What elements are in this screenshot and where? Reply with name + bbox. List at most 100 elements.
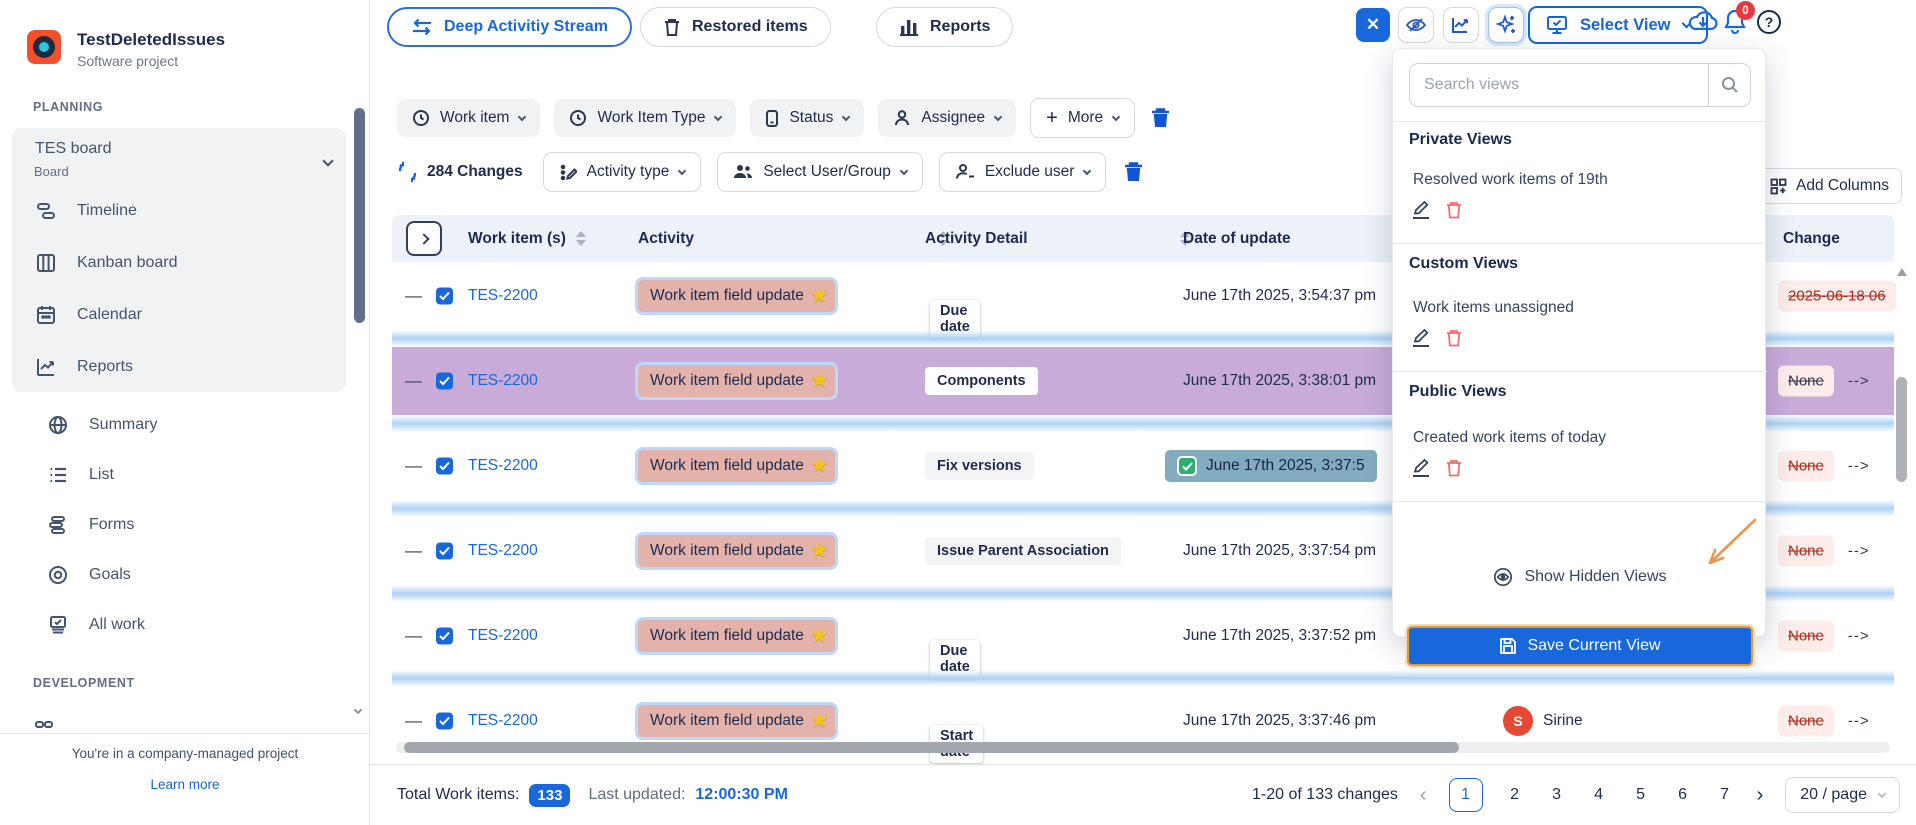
filter-select-user-group[interactable]: Select User/Group [717, 152, 923, 192]
clear-filters-button[interactable] [1149, 106, 1172, 130]
filter-work-item-type[interactable]: Work Item Type [554, 99, 736, 137]
board-title[interactable]: TES board [35, 140, 111, 158]
clear-activity-filters-button[interactable] [1122, 160, 1145, 184]
edit-view-button[interactable] [1413, 459, 1429, 477]
page-button-6[interactable]: 6 [1673, 786, 1693, 804]
views-search[interactable] [1409, 63, 1751, 107]
annotation-arrow [1695, 514, 1761, 574]
sidebar-item-kanban-board[interactable]: Kanban board [12, 238, 346, 288]
filter-status[interactable]: Status [750, 99, 864, 137]
sidebar-scrollbar-thumb[interactable] [354, 108, 365, 323]
close-button[interactable]: ✕ [1356, 8, 1390, 42]
work-item-link[interactable]: TES-2200 [468, 287, 538, 305]
sidebar-item-summary[interactable]: Summary [12, 400, 346, 450]
row-checkbox[interactable] [436, 288, 453, 305]
view-item-private[interactable]: Resolved work items of 19th [1413, 171, 1608, 189]
row-collapse-toggle[interactable]: — [405, 371, 422, 391]
hide-columns-button[interactable] [1398, 7, 1434, 43]
sidebar-item-all-work[interactable]: All work [12, 600, 346, 650]
page-button-7[interactable]: 7 [1715, 786, 1735, 804]
sidebar-item-timeline[interactable]: Timeline [12, 186, 346, 236]
filter-work-item[interactable]: Work item [397, 99, 540, 137]
row-checkbox[interactable] [436, 458, 453, 475]
scroll-down-icon[interactable] [355, 700, 361, 718]
column-header-date[interactable]: Date of update [1183, 230, 1291, 248]
horizontal-scrollbar-thumb[interactable] [404, 742, 1459, 753]
sidebar-item-partial[interactable] [33, 708, 55, 728]
sidebar-item-forms[interactable]: Forms [12, 500, 346, 550]
help-button[interactable]: ? [1756, 9, 1782, 35]
edit-view-button[interactable] [1413, 201, 1429, 219]
ai-views-button[interactable] [1488, 7, 1524, 43]
column-header-activity[interactable]: Activity [638, 230, 948, 248]
column-header-activity-detail[interactable]: Activity Detail [925, 230, 1190, 248]
search-input[interactable] [1410, 76, 1708, 94]
filter-more-button[interactable]: + More [1030, 98, 1135, 138]
filter-exclude-user[interactable]: Exclude user [939, 152, 1107, 192]
prev-page-button[interactable]: ‹ [1420, 785, 1427, 805]
last-updated-time: 12:00:30 PM [695, 786, 788, 804]
row-collapse-toggle[interactable]: — [405, 711, 422, 731]
view-item-public[interactable]: Created work items of today [1413, 429, 1606, 447]
row-collapse-toggle[interactable]: — [405, 541, 422, 561]
work-item-link[interactable]: TES-2200 [468, 627, 538, 645]
work-item-link[interactable]: TES-2200 [468, 457, 538, 475]
page-button-1[interactable]: 1 [1449, 778, 1483, 812]
delete-view-button[interactable] [1446, 201, 1462, 219]
work-item-link[interactable]: TES-2200 [468, 542, 538, 560]
work-item-link[interactable]: TES-2200 [468, 372, 538, 390]
save-current-view-button[interactable]: Save Current View [1407, 626, 1753, 666]
notifications-button[interactable]: 0 [1722, 8, 1748, 36]
sidebar-item-label: Kanban board [77, 254, 178, 272]
tab-restored-items[interactable]: Restored items [640, 7, 831, 47]
tab-deep-activity-stream[interactable]: Deep Activitiy Stream [387, 7, 632, 47]
scroll-up-icon[interactable] [1897, 268, 1907, 276]
page-button-5[interactable]: 5 [1631, 786, 1651, 804]
delete-view-button[interactable] [1446, 459, 1462, 477]
vertical-scrollbar[interactable] [1896, 262, 1908, 742]
delete-view-button[interactable] [1446, 329, 1462, 347]
pagination-range: 1-20 of 133 changes [1252, 786, 1398, 804]
select-view-button[interactable]: Select View [1528, 6, 1708, 44]
filter-assignee[interactable]: Assignee [878, 99, 1016, 137]
vertical-scrollbar-thumb[interactable] [1896, 377, 1907, 482]
row-collapse-toggle[interactable]: — [405, 286, 422, 306]
row-collapse-toggle[interactable]: — [405, 456, 422, 476]
chevron-down-icon[interactable] [324, 152, 332, 170]
page-size-select[interactable]: 20 / page [1785, 777, 1900, 813]
horizontal-scrollbar[interactable] [396, 742, 1890, 753]
next-page-button[interactable]: › [1757, 785, 1764, 805]
page-button-2[interactable]: 2 [1505, 786, 1525, 804]
filter-activity-type[interactable]: Activity type [543, 152, 702, 192]
date-of-update: June 17th 2025, 3:38:01 pm [1183, 372, 1376, 390]
edit-view-button[interactable] [1413, 329, 1429, 347]
row-checkbox[interactable] [436, 628, 453, 645]
learn-more-link[interactable]: Learn more [0, 777, 370, 792]
view-item-custom[interactable]: Work items unassigned [1413, 299, 1574, 317]
row-checkbox[interactable] [436, 713, 453, 730]
add-columns-button[interactable]: Add Columns [1757, 168, 1902, 204]
page-button-4[interactable]: 4 [1589, 786, 1609, 804]
sidebar-item-reports[interactable]: Reports [12, 342, 346, 392]
tab-label: Restored items [692, 18, 808, 36]
row-checkbox[interactable] [436, 543, 453, 560]
row-collapse-toggle[interactable]: — [405, 626, 422, 646]
sort-icon[interactable] [576, 231, 586, 246]
column-header-work-item[interactable]: Work item (s) [468, 230, 586, 248]
work-item-link[interactable]: TES-2200 [468, 712, 538, 730]
star-icon: ★ [810, 714, 829, 728]
sidebar-item-label: Reports [77, 358, 133, 376]
divider [1393, 243, 1767, 244]
sidebar-scrollbar[interactable] [354, 82, 366, 722]
expand-all-button[interactable] [406, 221, 442, 256]
tab-reports[interactable]: Reports [876, 7, 1013, 47]
column-header-change[interactable]: Change [1783, 230, 1840, 248]
search-button[interactable] [1708, 64, 1750, 106]
sidebar-item-list[interactable]: List [12, 450, 346, 500]
page-button-3[interactable]: 3 [1547, 786, 1567, 804]
export-cloud-button[interactable] [1688, 9, 1718, 35]
sidebar-item-calendar[interactable]: Calendar [12, 290, 346, 340]
sidebar-item-goals[interactable]: Goals [12, 550, 346, 600]
trend-chart-button[interactable] [1443, 7, 1479, 43]
row-checkbox[interactable] [436, 373, 453, 390]
